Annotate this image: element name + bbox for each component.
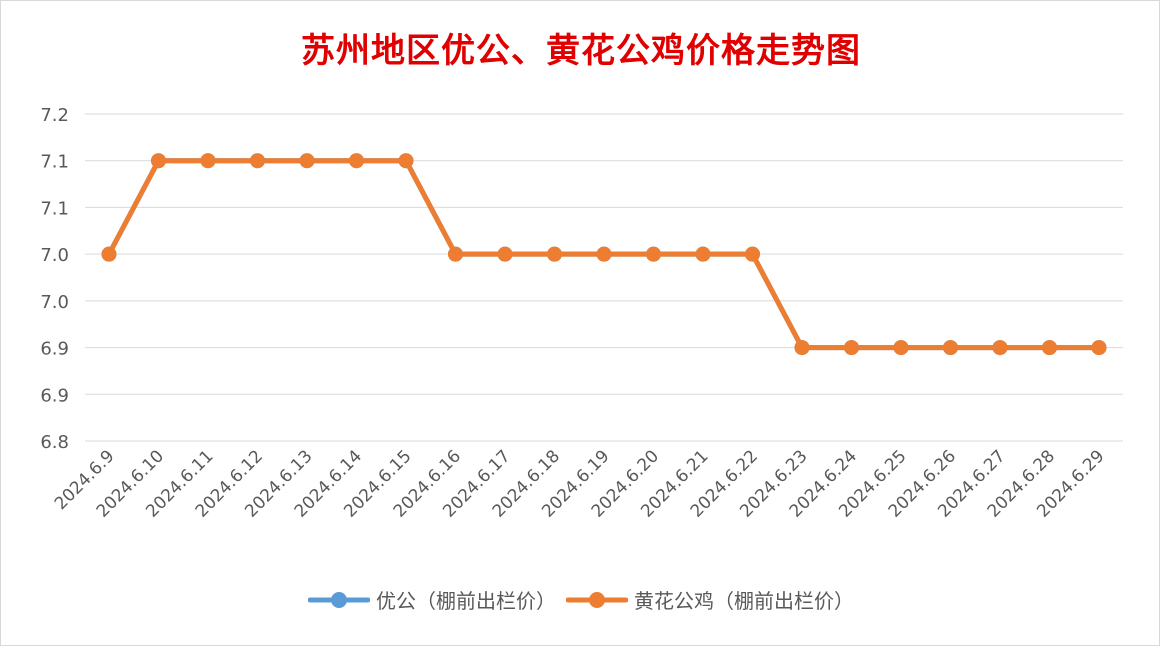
- legend-swatch-marker: [331, 591, 347, 608]
- y-tick-label: 6.9: [40, 339, 69, 360]
- data-point[interactable]: [745, 246, 760, 262]
- y-tick-label: 7.0: [40, 245, 69, 266]
- y-tick-label: 7.0: [40, 292, 69, 313]
- legend-item-huanghua[interactable]: 黄花公鸡（棚前出栏价）: [566, 585, 854, 614]
- legend-item-youngong[interactable]: 优公（棚前出栏价）: [308, 585, 556, 614]
- data-point[interactable]: [547, 246, 562, 262]
- legend-label-huanghua: 黄花公鸡（棚前出栏价）: [634, 589, 854, 613]
- data-point[interactable]: [349, 153, 364, 169]
- x-axis-ticks: 2024.6.92024.6.102024.6.112024.6.122024.…: [51, 446, 1109, 521]
- legend-swatch-youngong: [308, 591, 370, 608]
- data-point[interactable]: [497, 246, 513, 262]
- data-point[interactable]: [794, 340, 810, 356]
- legend-swatch-marker: [589, 591, 605, 608]
- y-tick-label: 7.2: [40, 105, 69, 126]
- chart-title: 苏州地区优公、黄花公鸡价格走势图: [301, 31, 861, 71]
- data-point[interactable]: [299, 153, 315, 169]
- series-layer: [101, 153, 1107, 356]
- data-point[interactable]: [646, 246, 661, 262]
- y-tick-label: 6.8: [40, 432, 69, 453]
- data-point[interactable]: [943, 340, 958, 356]
- legend: 优公（棚前出栏价） 黄花公鸡（棚前出栏价）: [1, 585, 1160, 614]
- data-point[interactable]: [200, 153, 216, 169]
- y-tick-label: 7.1: [40, 198, 69, 219]
- data-point[interactable]: [893, 340, 909, 356]
- series-1: [101, 153, 1107, 356]
- data-point[interactable]: [596, 246, 612, 262]
- data-point[interactable]: [844, 340, 859, 356]
- data-point[interactable]: [695, 246, 711, 262]
- data-point[interactable]: [992, 340, 1008, 356]
- y-axis-ticks: 7.2 7.1 7.1 7.0 7.0 6.9 6.9 6.8: [40, 105, 69, 453]
- data-point[interactable]: [101, 246, 117, 262]
- legend-swatch-huanghua: [566, 591, 628, 608]
- data-point[interactable]: [448, 246, 463, 262]
- data-point[interactable]: [1091, 340, 1107, 356]
- data-point[interactable]: [151, 153, 166, 169]
- data-point[interactable]: [250, 153, 265, 169]
- legend-label-youngong: 优公（棚前出栏价）: [376, 589, 556, 613]
- data-point[interactable]: [398, 153, 414, 169]
- data-point[interactable]: [1042, 340, 1057, 356]
- y-tick-label: 6.9: [40, 385, 69, 406]
- y-tick-label: 7.1: [40, 152, 69, 173]
